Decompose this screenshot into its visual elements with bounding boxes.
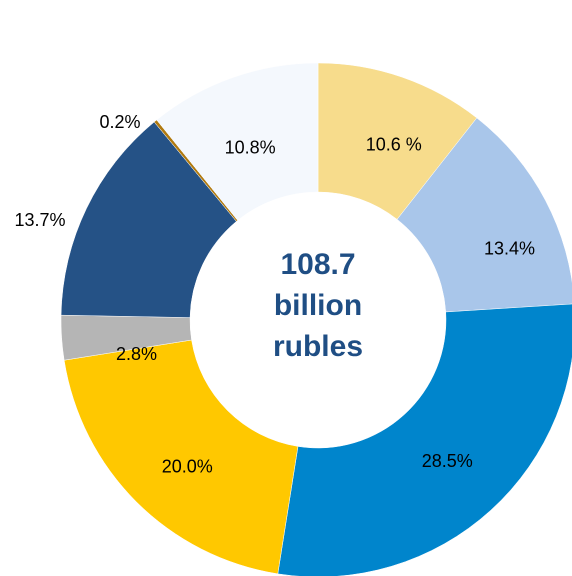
donut-slice xyxy=(60,121,237,318)
center-label: 108.7 xyxy=(280,248,355,281)
data-label: 10.8% xyxy=(225,138,276,158)
donut-slice xyxy=(277,303,572,576)
data-label: 13.7% xyxy=(14,210,65,230)
data-label: 2.8% xyxy=(116,344,157,364)
data-label: 28.5% xyxy=(422,451,473,471)
donut-slice xyxy=(156,62,319,221)
center-label: billion xyxy=(274,289,362,322)
data-label: 0.2% xyxy=(99,112,140,132)
data-label: 10.6 % xyxy=(366,134,422,154)
donut-slice xyxy=(396,117,572,313)
center-label: rubles xyxy=(273,330,363,363)
donut-slice xyxy=(63,339,299,575)
data-label: 20.0% xyxy=(162,457,213,477)
data-label: 13.4% xyxy=(484,238,535,258)
